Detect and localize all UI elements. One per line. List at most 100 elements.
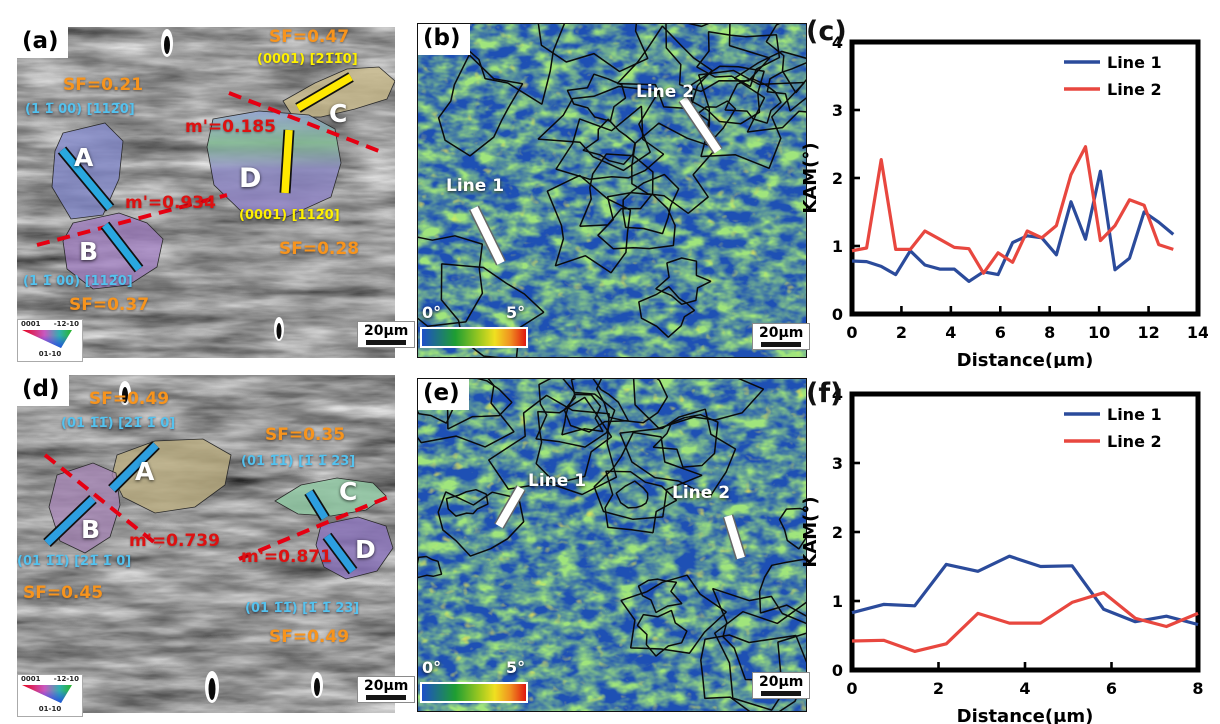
x-tick-label: 8 [1192, 679, 1203, 698]
x-tick-label: 4 [945, 323, 956, 342]
grain-letter-d: D [239, 163, 262, 194]
x-tick-label: 4 [1019, 679, 1030, 698]
line-2-marker [679, 96, 722, 154]
y-tick-label: 3 [832, 101, 843, 120]
ipf-triangle [22, 329, 72, 348]
kam-color-scale [420, 682, 528, 703]
ipf-color-key: 0001 -12-10 01-10 [17, 319, 83, 363]
kam-line-chart-f: 0 2 4 6 8 0 1 2 3 4 Line 1 Line 2 Distance(μm) KAM(°) [800, 385, 1204, 724]
panel-d-sem-image: (d) SF=0.49 (01 1̅1̅) [21̅ 1̅ 0] A B m'=… [17, 375, 416, 718]
panel-b-kam-map: (b) Line 2 Line 1 0° 5° 20µm [417, 23, 811, 358]
grain-boundaries [418, 379, 806, 711]
line-2-label: Line 2 [672, 483, 731, 503]
x-tick-label: 6 [995, 323, 1006, 342]
series-line-1 [851, 169, 1175, 283]
scale-bar-b-text: 20µm [759, 325, 804, 341]
y-tick-label: 0 [832, 305, 843, 324]
kam-scale-min-label: 0° [422, 303, 442, 322]
slip-trace-bar-b [44, 496, 96, 546]
y-tick-label: 1 [832, 592, 843, 611]
sf-label-grain-d: SF=0.28 [279, 239, 360, 259]
y-axis-label: KAM(°) [800, 496, 821, 567]
scale-bar-a-rule [366, 340, 407, 345]
plot-frame [849, 39, 1201, 317]
grain-letter-c: C [339, 477, 358, 506]
scale-bar-b: 20µm [752, 323, 811, 350]
y-tick-label: 1 [832, 237, 843, 256]
ipf-corner-0001: 0001 [21, 675, 41, 683]
y-tick-label: 2 [832, 169, 843, 188]
kam-map-b [418, 24, 806, 357]
line-1-label: Line 1 [446, 176, 505, 196]
grain-letter-c: C [329, 99, 348, 128]
sem-micrograph-d [17, 375, 395, 713]
plot-frame [849, 391, 1201, 673]
slip-system-label-grain-c: (0001) [21̅1̅0] [257, 52, 358, 67]
grain-letter-a: A [135, 457, 155, 486]
kam-color-scale [420, 327, 528, 348]
kam-map-e [418, 379, 806, 711]
ipf-corner-0001: 0001 [21, 320, 41, 328]
m-prime-label-cd: m'=0.871 [241, 547, 332, 567]
slip-transfer-dashed-line-cd [238, 493, 394, 561]
sf-label-grain-a: SF=0.21 [63, 75, 144, 95]
ipf-triangle [22, 684, 72, 703]
y-tick-label: 0 [832, 661, 843, 680]
slip-trace-bar-d [323, 533, 357, 574]
scale-bar-e: 20µm [752, 672, 811, 699]
sf-label-grain-d: SF=0.49 [269, 627, 350, 647]
scale-bar-e-text: 20µm [759, 674, 804, 690]
scale-bar-a: 20µm [357, 321, 416, 348]
ipf-corner--12-10: -12-10 [53, 320, 79, 328]
kam-scale-max-label: 5° [506, 658, 526, 677]
x-tick-label: 2 [896, 323, 907, 342]
x-tick-label: 6 [1106, 679, 1117, 698]
scale-bar-d-text: 20µm [364, 678, 409, 694]
scale-bar-a-text: 20µm [364, 323, 409, 339]
slip-trace-bar-c [296, 73, 353, 112]
series-line-2 [851, 591, 1199, 653]
line-1-label: Line 1 [528, 471, 587, 491]
ipf-color-key: 0001 -12-10 01-10 [17, 674, 83, 718]
grain-d-overlay [315, 516, 394, 580]
x-tick-label: 14 [1187, 323, 1208, 342]
kam-scale-min-label: 0° [422, 658, 442, 677]
y-tick-label: 2 [832, 523, 843, 542]
legend-label: Line 1 [1107, 53, 1162, 72]
panel-b-label: (b) [418, 24, 470, 55]
line-2-label: Line 2 [636, 82, 695, 102]
slip-trace-bar-b [102, 222, 142, 272]
y-tick-label: 4 [832, 385, 843, 404]
x-tick-label: 0 [846, 323, 857, 342]
slip-system-label-grain-c: (01 1̅1̅) [1̅ 1̅ 23] [241, 454, 356, 469]
grain-letter-b: B [81, 515, 101, 544]
sf-label-grain-b: SF=0.37 [69, 295, 150, 315]
y-tick-label: 3 [832, 454, 843, 473]
ipf-corner-01-10: 01-10 [38, 350, 62, 359]
ipf-corner-01-10: 01-10 [38, 705, 62, 714]
slip-trace-bar-d [281, 129, 293, 194]
y-tick-label: 4 [832, 33, 843, 52]
series-line-2 [851, 145, 1174, 275]
scale-bar-d: 20µm [357, 676, 416, 703]
ipf-corner--12-10: -12-10 [53, 675, 79, 683]
slip-trace-bar-c [305, 490, 329, 520]
slip-transfer-dashed-line-ab [36, 193, 228, 247]
x-axis-label: Distance(μm) [957, 706, 1094, 724]
m-prime-label-cd: m'=0.185 [185, 117, 276, 137]
slip-system-label-grain-b: (01 1̅1̅) [21̅ 1̅ 0] [17, 554, 132, 569]
x-tick-label: 12 [1137, 323, 1159, 342]
sf-label-grain-c: SF=0.35 [265, 425, 346, 445]
panel-f-label: (f) [806, 378, 843, 409]
panel-d-label: (d) [17, 375, 69, 406]
x-tick-label: 2 [933, 679, 944, 698]
panel-e-kam-map: (e) Line 1 Line 2 0° 5° 20µm [417, 378, 811, 712]
panel-e-label: (e) [418, 379, 469, 410]
y-axis-label: KAM(°) [800, 142, 821, 213]
kam-scale-max-label: 5° [506, 303, 526, 322]
grain-d-overlay [206, 110, 342, 218]
legend-label: Line 2 [1107, 432, 1162, 451]
slip-transfer-dashed-line-ab [43, 453, 162, 549]
